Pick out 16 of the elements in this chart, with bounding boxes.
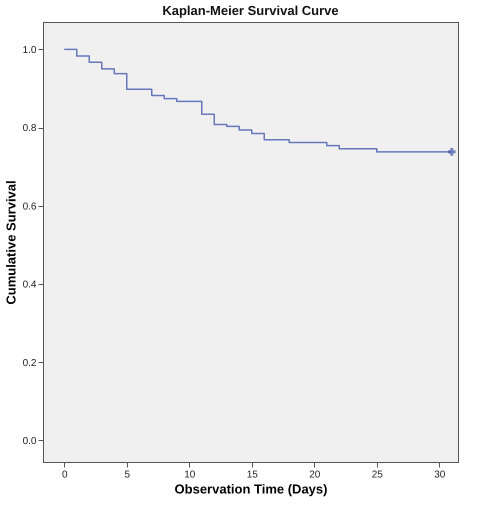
x-tick-label: 0 [62, 470, 68, 480]
x-tick-label: 10 [184, 470, 196, 480]
y-tick-label: 0.0 [22, 436, 37, 447]
x-tick-label: 20 [309, 470, 321, 480]
y-axis-title: Cumulative Survival [4, 180, 19, 305]
y-tick-label: 0.4 [22, 280, 37, 291]
x-tick-label: 5 [124, 470, 130, 480]
x-tick-label: 15 [246, 470, 258, 480]
y-tick-label: 0.2 [22, 358, 37, 369]
chart-title: Kaplan-Meier Survival Curve [162, 3, 339, 18]
x-axis-title: Observation Time (Days) [174, 482, 328, 496]
y-tick-label: 1.0 [22, 44, 37, 56]
x-tick-label: 25 [372, 470, 384, 480]
x-tick-label: 30 [434, 470, 446, 480]
y-tick-label: 0.6 [22, 201, 37, 212]
y-tick-label: 0.8 [22, 123, 37, 134]
